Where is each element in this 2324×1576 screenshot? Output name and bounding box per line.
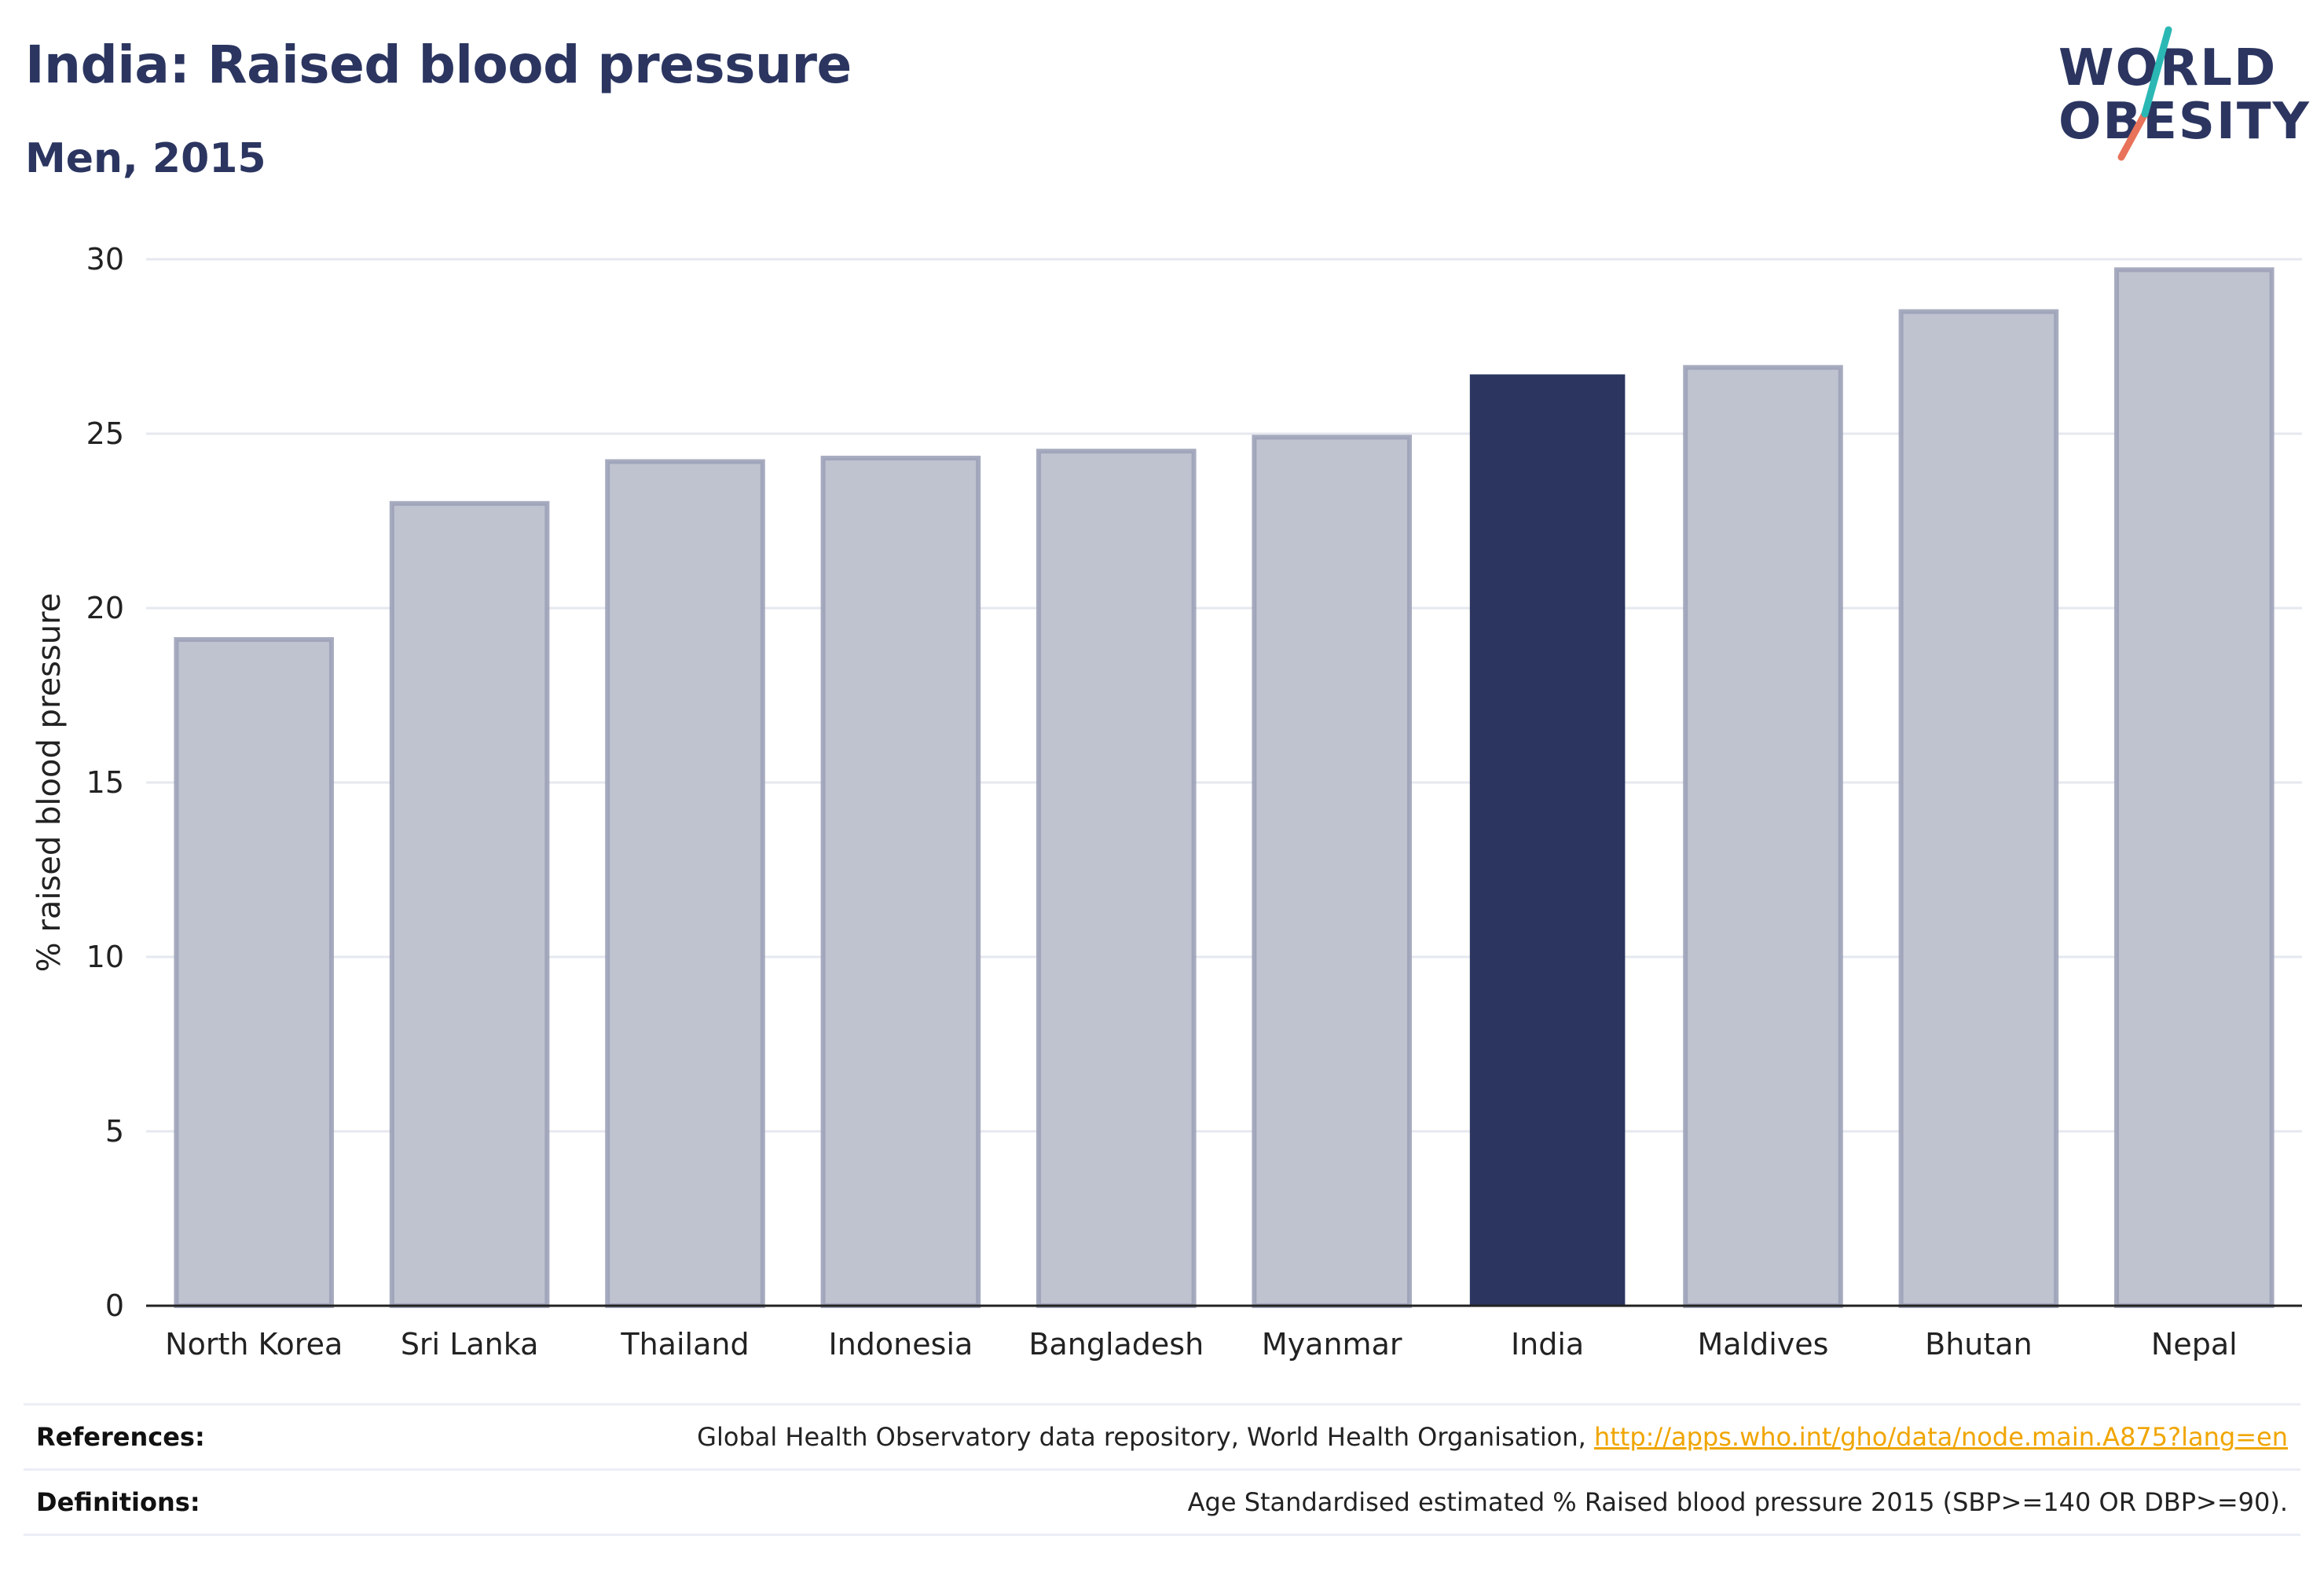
references-label: References: [36,1422,205,1452]
bar-sri-lanka [389,500,550,1308]
x-tick-label: Indonesia [829,1327,973,1362]
x-tick-label: Nepal [2151,1327,2238,1362]
x-tick-label: Bangladesh [1028,1327,1204,1362]
logo-line2: OBESITY [2058,93,2311,151]
bar-myanmar [1252,434,1412,1309]
bar-chart: 0 5 10 15 20 25 30 North Korea Sri Lanka Thailand… [31,242,2302,1362]
y-axis-label: % raised blood pressure [31,593,68,973]
bar-bangladesh [1036,449,1197,1309]
definitions-label: Definitions: [36,1487,200,1517]
references-text: Global Health Observatory data repositor… [697,1422,2288,1452]
y-tick-label: 25 [86,416,124,451]
y-tick-label: 10 [86,940,124,974]
references-link[interactable]: http://apps.who.int/gho/data/node.main.A… [1593,1422,2288,1452]
bar-north-korea [174,636,334,1308]
y-tick-label: 15 [86,765,124,800]
bar-india [1469,374,1626,1306]
y-tick-label: 30 [86,242,124,277]
bar-indonesia [820,456,981,1309]
bar-bhutan [1898,309,2059,1309]
definitions-text: Age Standardised estimated % Raised bloo… [1187,1487,2288,1517]
x-tick-label: Maldives [1698,1327,1829,1362]
x-tick-label: North Korea [165,1327,343,1362]
definitions-row: Definitions: Age Standardised estimated … [24,1468,2300,1536]
bar-nepal [2114,267,2275,1309]
page-title: India: Raised blood pressure [25,35,852,95]
x-tick-label: Thailand [620,1327,749,1362]
x-tick-label: India [1511,1327,1584,1362]
y-tick-label: 0 [105,1288,124,1323]
bar-thailand [605,459,765,1308]
references-row: References: Global Health Observatory da… [24,1403,2300,1468]
x-tick-label: Bhutan [1925,1327,2033,1362]
y-tick-label: 20 [86,591,124,625]
logo-line1: WORLD [2058,39,2278,97]
bar-maldives [1683,365,1843,1308]
x-tick-label: Sri Lanka [401,1327,539,1362]
y-tick-label: 5 [105,1114,124,1149]
world-obesity-logo: WORLD OBESITY [2043,24,2310,173]
page-subtitle: Men, 2015 [25,135,266,182]
logo-slash-icon [2117,26,2172,161]
x-tick-label: Myanmar [1262,1327,1402,1362]
footer: References: Global Health Observatory da… [24,1403,2300,1536]
references-source: Global Health Observatory data repositor… [697,1422,1594,1452]
